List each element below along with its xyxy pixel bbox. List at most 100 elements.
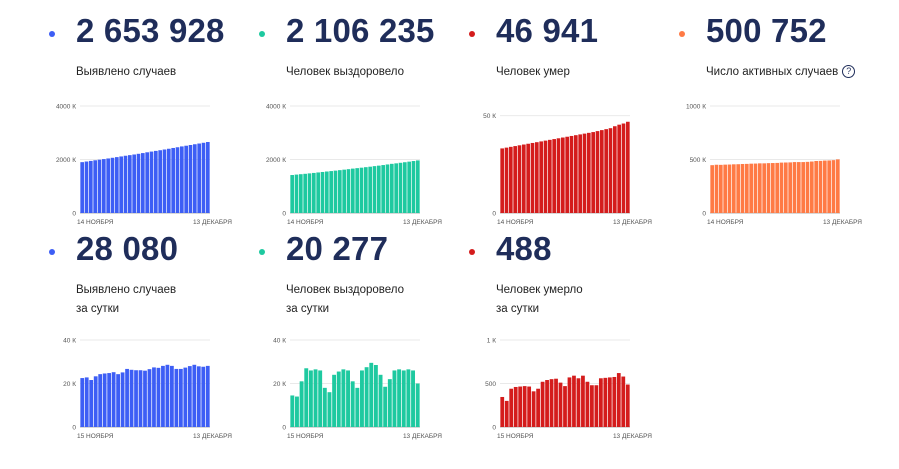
bar [80,378,85,427]
bar [540,381,545,427]
bar [134,370,138,427]
bar [350,381,355,427]
bar [156,367,161,427]
bar [561,137,565,213]
y-tick-label: 0 [72,425,76,432]
stat-card-deaths: 46 941 Человек умер 0 50 К 14 НОЯБРЯ 13 ДЕК… [464,12,664,245]
bar [392,370,397,427]
x-tick-label-last: 13 ДЕКАБРЯ [193,219,232,226]
bar [556,138,561,213]
bar [517,145,522,213]
bar [290,175,294,213]
bar [341,369,346,427]
bar [598,378,603,427]
bar [373,365,378,427]
bar [527,386,532,427]
bar [805,161,810,213]
bar [827,160,831,213]
bar [607,377,612,427]
bar [814,161,818,213]
bar [531,391,536,427]
bar [526,143,530,213]
bar [513,146,517,213]
y-tick-label: 2000 К [56,157,76,164]
indicator-dot [469,31,475,37]
bar [719,164,723,213]
stat-label: Выявлено случаев за сутки [76,284,177,315]
bar [294,174,299,213]
bar [387,379,392,427]
y-tick-label: 4000 К [56,104,76,111]
bar [338,170,342,213]
bar [351,168,355,213]
bar [368,166,372,213]
bar [590,385,594,427]
bar-chart: 0 20 К 40 К 15 НОЯБРЯ 13 ДЕКАБРЯ [273,338,442,441]
bar [801,162,805,213]
bar [303,173,307,213]
bar [749,163,753,213]
y-tick-label: 2000 К [266,157,286,164]
bar [355,168,359,213]
bar [342,169,346,213]
bar [145,152,149,213]
bar [316,172,320,213]
bar [762,163,766,213]
bar [411,161,416,213]
bar [401,370,406,427]
indicator-dot [49,249,55,255]
y-tick-label: 4000 К [266,104,286,111]
indicator-dot [259,31,265,37]
indicator-dot [469,249,475,255]
bar [745,163,749,213]
bar [500,148,504,213]
bar [161,365,165,427]
bar [107,373,112,427]
bar [125,368,129,427]
y-tick-label: 0 [702,211,706,218]
bar [333,170,338,213]
bar [823,160,827,213]
bar [714,164,719,213]
bar [322,387,327,427]
bar [167,148,171,213]
bar [299,174,303,213]
bar [406,369,411,427]
bar [565,136,569,213]
bar [97,159,102,213]
bar [522,144,526,213]
bar [753,163,758,213]
bar [183,367,188,427]
bar [89,160,93,213]
bar-chart: 0 2000 К 4000 К 14 НОЯБРЯ 13 ДЕКАБРЯ [56,104,232,227]
bar [736,164,740,213]
help-icon[interactable]: ? [842,65,856,78]
bar [595,131,600,213]
bar-chart: 0 500 1 К 15 НОЯБРЯ 13 ДЕКАБРЯ [485,338,652,441]
bar [613,126,617,213]
bar [119,156,123,213]
x-tick-label-first: 14 НОЯБРЯ [497,219,534,226]
bar [784,162,788,213]
stat-label: Человек умер [496,66,570,78]
bar [184,145,188,213]
bar [336,371,341,427]
bar [359,167,364,213]
bar [138,370,143,427]
bar [313,369,318,427]
bar [175,147,180,213]
bar [327,392,332,427]
bar [415,383,420,427]
bar [312,172,316,213]
y-tick-label: 0 [492,425,496,432]
bar [93,376,98,427]
bar [509,146,513,213]
stat-card-recovered: 2 106 235 Человек выздоровело 0 2000 К 400… [254,12,454,245]
bar [513,386,518,427]
bar [304,368,309,427]
bar [192,364,197,427]
bar [128,155,132,213]
bar [111,372,116,427]
y-tick-label: 0 [282,425,286,432]
bar [603,377,608,427]
